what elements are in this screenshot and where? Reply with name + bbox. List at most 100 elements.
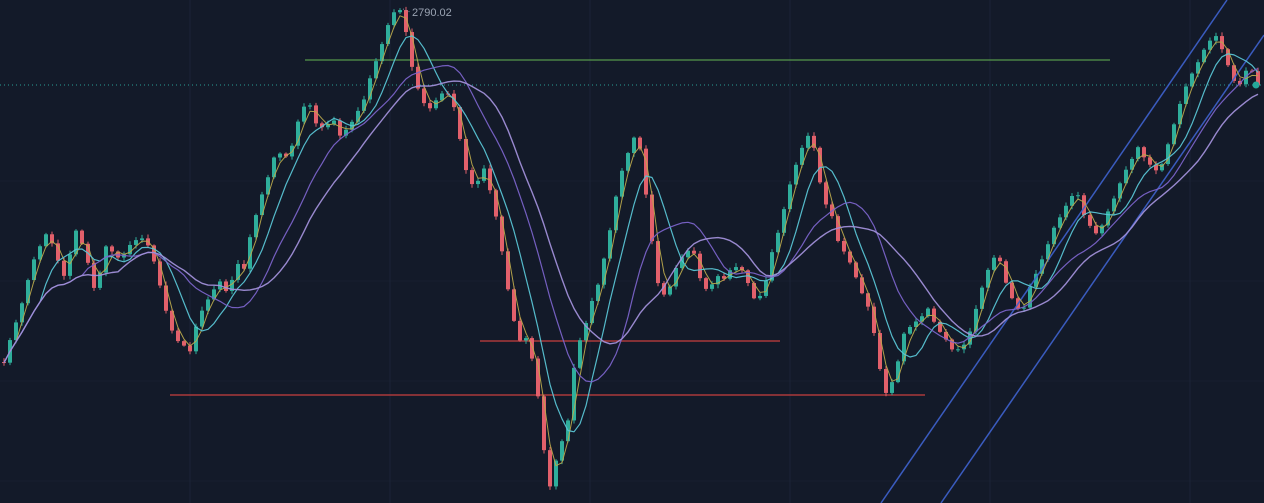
candle-body — [860, 277, 864, 294]
candle-body — [80, 230, 84, 244]
candle-body — [512, 289, 516, 321]
candle-body — [1142, 147, 1146, 158]
candle-body — [590, 300, 594, 324]
candle-body — [464, 138, 468, 171]
candle-body — [32, 259, 36, 281]
candle-body — [284, 153, 288, 157]
candle-body — [530, 338, 534, 359]
candle-body — [740, 267, 744, 271]
candle-body — [722, 276, 726, 279]
candle-body — [890, 382, 894, 393]
candle-body — [662, 283, 666, 295]
candle-body — [614, 196, 618, 231]
candle-body — [962, 344, 966, 350]
candle-body — [602, 258, 606, 285]
candle-body — [134, 240, 138, 245]
candle-body — [956, 349, 960, 351]
candle-body — [1244, 70, 1248, 85]
candle-body — [1064, 205, 1068, 218]
candle-body — [26, 280, 30, 304]
candle-body — [854, 262, 858, 278]
candle-body — [236, 263, 240, 280]
candle-body — [140, 238, 144, 241]
candle-body — [1082, 195, 1086, 216]
candle-body — [272, 157, 276, 178]
candle-body — [1214, 36, 1218, 41]
candle-body — [794, 164, 798, 185]
current-price-marker — [1252, 81, 1260, 89]
candle-body — [572, 367, 576, 421]
candle-body — [50, 234, 54, 244]
candle-body — [1112, 198, 1116, 212]
candle-body — [398, 10, 402, 13]
candle-body — [110, 246, 114, 252]
candle-body — [758, 295, 762, 299]
candle-body — [866, 293, 870, 307]
candle-body — [1046, 244, 1050, 260]
candle-body — [98, 272, 102, 288]
candle-body — [1136, 147, 1140, 159]
candle-body — [266, 177, 270, 195]
candle-body — [320, 123, 324, 128]
candle-body — [506, 251, 510, 290]
candle-body — [878, 333, 882, 369]
candle-body — [524, 338, 528, 341]
candle-body — [908, 326, 912, 334]
candle-body — [698, 253, 702, 279]
candle-body — [902, 333, 906, 362]
candle-body — [338, 120, 342, 136]
candle-body — [872, 306, 876, 334]
candle-body — [302, 106, 306, 122]
candle-body — [38, 246, 42, 260]
candle-body — [944, 331, 948, 340]
candle-body — [704, 278, 708, 289]
channel-lower-line — [940, 34, 1264, 503]
candle-body — [176, 330, 180, 342]
peak-price-label: 2790.02 — [412, 7, 452, 19]
candle-body — [770, 252, 774, 281]
candle-body — [998, 257, 1002, 262]
candle-body — [1022, 307, 1026, 309]
candle-body — [950, 339, 954, 350]
candle-body — [326, 123, 330, 128]
candle-body — [314, 105, 318, 124]
candle-body — [152, 245, 156, 262]
candle-body — [308, 105, 312, 107]
candle-body — [710, 284, 714, 289]
candle-body — [1202, 49, 1206, 63]
candle-body — [188, 345, 192, 352]
candle-body — [578, 340, 582, 368]
candle-body — [560, 441, 564, 461]
candle-body — [74, 230, 78, 255]
candle-body — [788, 184, 792, 210]
candle-body — [938, 321, 942, 332]
peak-label-leader — [402, 8, 411, 13]
candle-body — [1166, 144, 1170, 165]
candle-body — [428, 103, 432, 109]
candle-body — [1088, 215, 1092, 226]
candle-body — [1196, 62, 1200, 74]
candle-body — [734, 267, 738, 271]
candle-body — [1010, 282, 1014, 299]
candle-body — [1172, 124, 1176, 145]
candle-body — [1178, 103, 1182, 125]
candle-body — [596, 284, 600, 301]
candle-body — [14, 322, 18, 341]
candle-body — [746, 270, 750, 284]
candle-body — [386, 25, 390, 45]
candle-body — [62, 260, 66, 276]
candle-body — [1160, 164, 1164, 171]
candle-body — [818, 147, 822, 183]
candle-body — [1154, 164, 1158, 171]
candle-body — [782, 209, 786, 233]
candle-body — [584, 323, 588, 341]
candle-body — [1040, 259, 1044, 274]
candle-body — [422, 88, 426, 104]
candle-body — [686, 250, 690, 258]
candle-body — [776, 232, 780, 253]
candle-body — [1028, 286, 1032, 308]
candle-body — [848, 251, 852, 263]
candle-body — [824, 182, 828, 205]
